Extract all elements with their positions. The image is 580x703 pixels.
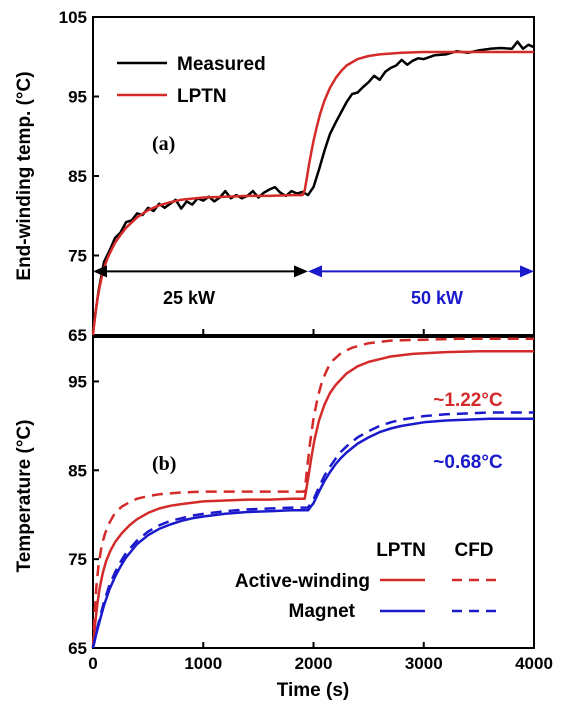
series-line-magnet-lptn [91,417,534,649]
panel-a-temperature-chart: 65 75 85 95 105 End-winding temp. (°C) (a) M… [14,8,535,345]
panel-a-tag: (a) [152,133,175,155]
legend-header-lptn: LPTN [376,540,426,561]
panel-a-y-axis-label: End-winding temp. (°C) [14,71,35,280]
panel-b-x-tick-label: 0 [88,654,97,673]
power-arrow-50kw-head-right [520,265,534,278]
power-arrow-25kw-head-right [293,265,308,278]
panel-b-y-tick-label: 75 [68,550,87,569]
legend-label-lptn: LPTN [177,86,227,107]
panel-b-y-tick-label: 65 [68,639,87,658]
series-line-measured [91,40,535,332]
panel-a-ticks: 65 75 85 95 105 [59,8,535,345]
power-step-arrows [93,265,534,278]
panel-a-y-tick-label: 105 [59,8,87,27]
winding-difference-annotation: ~1.22°C [433,390,503,411]
panel-b-y-tick-label: 95 [68,372,87,391]
panel-a-y-tick-label: 95 [68,88,87,107]
legend-label-measured: Measured [177,54,266,75]
series-line-magnet-cfd [91,411,534,649]
panel-b-x-tick-label: 3000 [405,654,443,673]
panel-b-tag: (b) [152,453,176,475]
panel-b-x-tick-label: 1000 [184,654,222,673]
legend-header-cfd: CFD [454,540,493,561]
panel-b-x-tick-label: 2000 [295,654,333,673]
panel-b-series [91,337,534,649]
panel-a-series [91,40,535,336]
x-axis-label: Time (s) [277,680,350,701]
arrow-label-25kw: 25 kW [163,288,215,308]
series-line-active-winding-lptn [91,349,534,649]
panel-b-ticks: 65 75 85 95 0 1000 2000 3000 4000 [68,372,553,673]
power-arrow-50kw-head-left [307,265,322,278]
legend-label-magnet: Magnet [289,601,356,622]
panel-b-legend: LPTN CFD Active-winding Magnet [235,540,497,622]
arrow-label-50kw: 50 kW [411,288,463,308]
panel-b-x-tick-label: 4000 [515,654,553,673]
legend-label-active-winding: Active-winding [235,571,370,592]
panel-a-y-tick-label: 85 [68,167,87,186]
panel-b-y-axis-label: Temperature (°C) [14,420,35,573]
panel-b-y-tick-label: 85 [68,461,87,480]
panel-a-y-tick-label: 65 [68,326,87,345]
magnet-difference-annotation: ~0.68°C [433,452,503,473]
panel-a-frame [92,16,535,336]
panel-a-legend: Measured LPTN [117,54,266,107]
power-arrow-25kw-head-left [93,265,107,278]
series-line-active-winding-cfd [91,337,534,649]
panel-a-y-tick-label: 75 [68,247,87,266]
series-line-lptn [91,50,534,336]
panel-b-temperature-chart: 65 75 85 95 0 1000 2000 3000 4000 Temperature (°… [14,336,553,701]
